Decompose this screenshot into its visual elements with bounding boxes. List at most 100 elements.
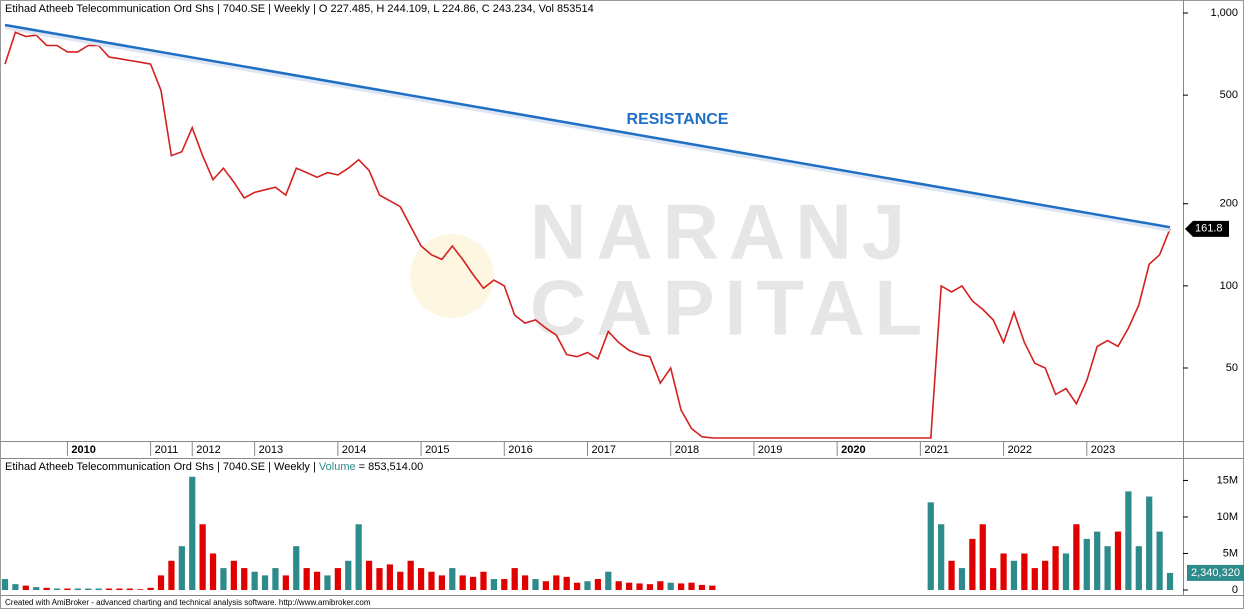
volume-bar <box>1166 572 1174 590</box>
volume-bar <box>615 581 622 590</box>
volume-bar <box>438 575 445 590</box>
volume-bar <box>969 538 976 590</box>
watermark: NARANJ <box>530 188 915 276</box>
volume-bar <box>1146 496 1153 590</box>
volume-bar <box>1156 531 1163 590</box>
volume-header: Etihad Atheeb Telecommunication Ord Shs … <box>5 461 423 473</box>
header-value: = 853,514.00 <box>359 461 424 473</box>
volume-bar <box>667 582 674 590</box>
volume-bar <box>469 576 477 590</box>
last-price-label: 161.8 <box>1195 223 1223 235</box>
x-tick-label: 2013 <box>259 444 283 456</box>
volume-bar <box>625 582 633 590</box>
volume-bar <box>646 584 654 590</box>
x-tick-label: 2018 <box>675 444 699 456</box>
volume-bar <box>584 581 591 590</box>
volume-bar <box>157 575 165 590</box>
volume-bar <box>365 560 373 590</box>
y-tick-label: 5M <box>1223 547 1238 559</box>
volume-bar <box>709 585 716 590</box>
y-tick-label: 200 <box>1220 198 1238 210</box>
header-text: Etihad Atheeb Telecommunication Ord Shs … <box>5 461 316 473</box>
y-tick-label: 1,000 <box>1210 7 1238 19</box>
volume-bar <box>293 546 300 590</box>
volume-bar <box>1104 546 1111 590</box>
volume-bar <box>168 560 175 590</box>
volume-bar <box>958 568 966 590</box>
volume-bar <box>126 588 133 590</box>
last-price-box <box>1185 220 1229 237</box>
volume-bar <box>251 571 258 590</box>
x-tick-label: 2023 <box>1091 444 1115 456</box>
volume-bar <box>553 575 560 590</box>
volume-bar <box>490 579 498 590</box>
volume-bar <box>12 584 19 590</box>
volume-bar <box>1083 538 1090 590</box>
volume-bar <box>345 560 352 590</box>
volume-bar <box>428 571 435 590</box>
value-label-box <box>1187 564 1244 581</box>
volume-bar <box>386 564 393 590</box>
footer: Created with AmiBroker - advanced charti… <box>5 598 371 607</box>
annotation: RESISTANCE <box>627 111 729 128</box>
volume-bar <box>220 568 227 590</box>
volume-bar <box>147 587 154 590</box>
volume-bar <box>407 560 414 590</box>
volume-bar <box>1000 553 1007 590</box>
volume-bar <box>573 582 581 590</box>
volume-bar <box>459 575 466 590</box>
volume-bar <box>397 571 404 590</box>
volume-bar <box>480 571 487 590</box>
value-label: 2,340,320 <box>1191 567 1240 579</box>
trendline <box>4 23 1171 229</box>
volume-bar <box>1021 553 1028 590</box>
volume-bar <box>1010 560 1018 590</box>
volume-bar <box>1052 546 1059 590</box>
volume-bar <box>657 581 664 590</box>
volume-bar <box>636 583 643 590</box>
volume-bar <box>677 583 685 590</box>
x-tick-label: 2020 <box>841 444 865 456</box>
volume-bar <box>199 524 206 590</box>
volume-bar <box>189 476 196 590</box>
x-tick-label: 2015 <box>425 444 449 456</box>
volume-bar <box>355 524 362 590</box>
x-tick-label: 2011 <box>155 444 179 456</box>
volume-bar <box>688 582 695 590</box>
header-field: Volume <box>319 461 356 473</box>
volume-bar <box>563 576 570 590</box>
x-tick-label: 2010 <box>71 444 95 456</box>
volume-bar <box>532 579 539 590</box>
y-tick-label: 100 <box>1220 280 1238 292</box>
x-tick-label: 2014 <box>342 444 366 456</box>
y-tick-label: 15M <box>1217 474 1238 486</box>
volume-bar <box>605 571 612 590</box>
volume-bar <box>990 568 997 590</box>
volume-bar <box>313 571 321 590</box>
volume-bar <box>33 587 40 590</box>
volume-bar <box>178 546 185 590</box>
volume-bar <box>334 568 341 590</box>
volume-bar <box>105 588 113 590</box>
volume-bar <box>43 587 50 590</box>
x-tick-label: 2012 <box>196 444 220 456</box>
volume-bar <box>1062 553 1070 590</box>
volume-bar <box>501 579 508 590</box>
volume-bar <box>261 575 269 590</box>
volume-bar <box>230 560 237 590</box>
volume-bar <box>1135 546 1142 590</box>
volume-bar <box>511 568 518 590</box>
volume-bar <box>241 568 248 590</box>
volume-bar <box>137 589 144 590</box>
trendline-glow <box>4 24 1171 232</box>
volume-bar <box>22 585 29 590</box>
volume-bar <box>74 588 81 590</box>
volume-bar <box>272 568 279 590</box>
volume-bar <box>324 575 331 590</box>
y-tick-label: 10M <box>1217 511 1238 523</box>
y-tick-label: 50 <box>1226 362 1238 374</box>
volume-bar <box>938 524 945 590</box>
volume-bar <box>282 575 289 590</box>
volume-bar <box>979 524 986 590</box>
